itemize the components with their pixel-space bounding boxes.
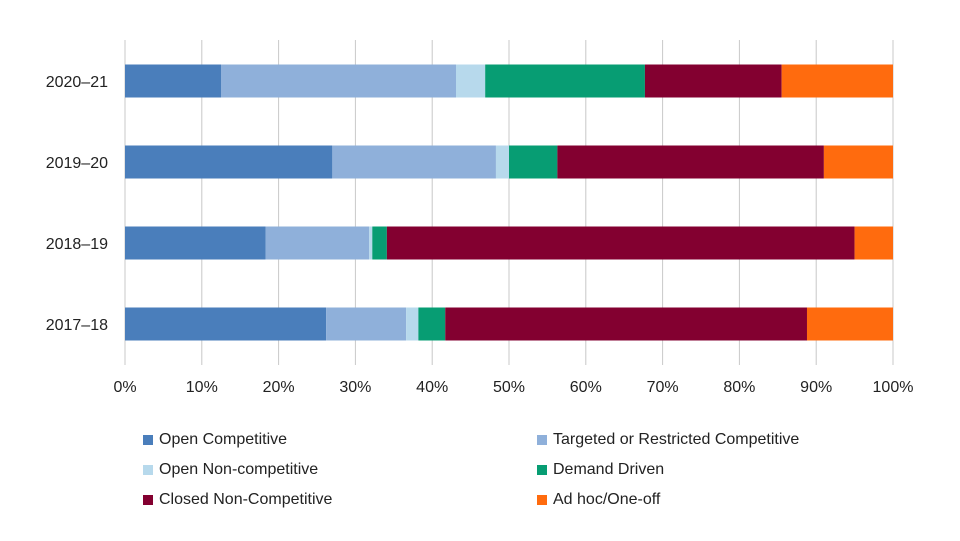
bar-segment <box>644 64 782 98</box>
x-tick-label: 30% <box>339 379 371 396</box>
x-tick-label: 70% <box>647 379 679 396</box>
bar-segment <box>372 226 387 260</box>
x-tick-label: 50% <box>493 379 525 396</box>
bar-segment <box>369 226 373 260</box>
x-tick-label: 0% <box>113 379 136 396</box>
bar-segment <box>125 226 266 260</box>
x-tick-labels: 0% 10% 20% 30% 40% 50% 60% 70% 80% 90% 100% <box>113 379 913 396</box>
x-tick-label: 40% <box>416 379 448 396</box>
bar-segment <box>495 145 509 179</box>
bar-segment <box>781 64 893 98</box>
bar-segment <box>806 307 893 341</box>
bar-segment <box>823 145 893 179</box>
bar-segment <box>125 64 221 98</box>
x-tick-label: 90% <box>800 379 832 396</box>
bar-segment <box>265 226 370 260</box>
x-tick-label: 100% <box>873 379 914 396</box>
bar-segment <box>406 307 419 341</box>
bar-segment <box>509 145 558 179</box>
x-tick-label: 80% <box>723 379 755 396</box>
bar-segment <box>221 64 457 98</box>
x-tick-label: 10% <box>186 379 218 396</box>
category-label: 2019–20 <box>46 155 108 172</box>
x-tick-label: 60% <box>570 379 602 396</box>
bar-segment <box>854 226 893 260</box>
bar-segment <box>125 145 333 179</box>
bar-segment <box>485 64 645 98</box>
bar-segment <box>418 307 446 341</box>
bar-segment <box>386 226 855 260</box>
bar-segment <box>456 64 486 98</box>
bar-segment <box>326 307 407 341</box>
bar-segment <box>332 145 496 179</box>
category-label: 2018–19 <box>46 236 108 253</box>
category-label: 2020–21 <box>46 74 108 91</box>
category-label: 2017–18 <box>46 317 108 334</box>
bar-segment <box>557 145 824 179</box>
bars <box>125 64 893 341</box>
bar-segment <box>445 307 807 341</box>
category-labels: 2020–21 2019–20 2018–19 2017–18 <box>46 74 108 334</box>
bar-segment <box>125 307 327 341</box>
x-tick-label: 20% <box>263 379 295 396</box>
